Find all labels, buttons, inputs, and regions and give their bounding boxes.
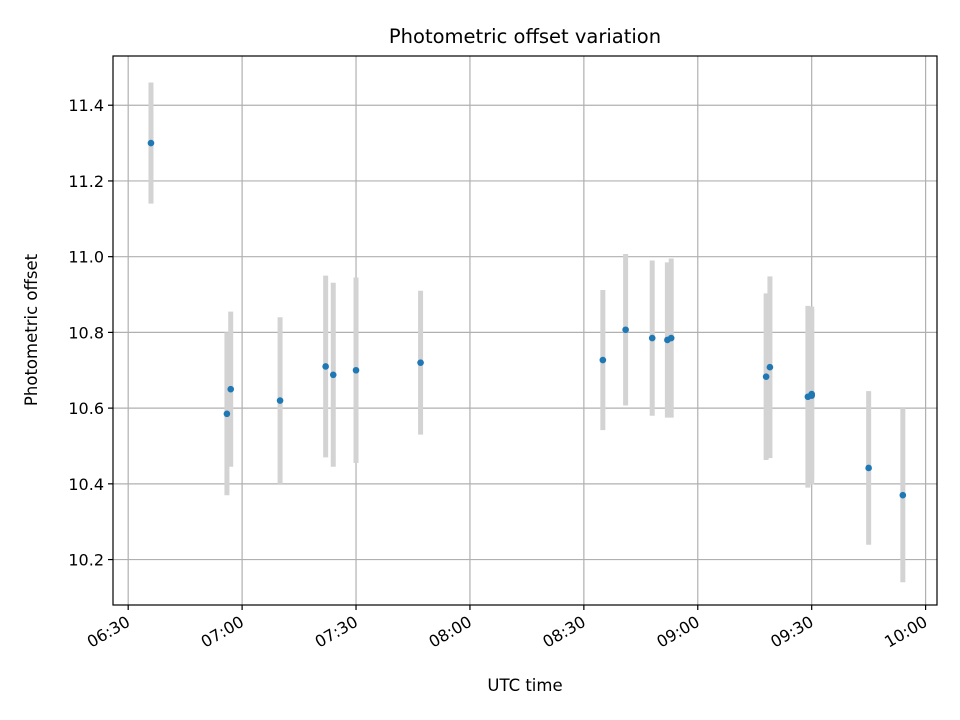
data-point — [808, 390, 815, 398]
data-point — [622, 326, 629, 334]
data-point — [599, 356, 607, 364]
data-point — [766, 363, 774, 371]
data-point — [417, 359, 424, 366]
data-point — [329, 371, 337, 379]
y-tick-label: 11.2 — [68, 172, 104, 191]
x-axis-label: UTC time — [487, 676, 562, 695]
y-axis-ticks: 10.2 10.4 10.6 10.8 11.0 11.2 11.4 — [68, 96, 113, 570]
y-axis-label: Photometric offset — [22, 253, 41, 406]
data-point — [762, 373, 770, 380]
data-points — [147, 139, 907, 499]
y-tick-label: 10.8 — [68, 323, 104, 342]
chart-title: Photometric offset variation — [389, 25, 661, 48]
data-point — [648, 334, 656, 342]
data-point — [223, 410, 231, 418]
y-tick-label: 10.6 — [68, 399, 104, 418]
y-tick-label: 10.4 — [68, 475, 104, 494]
data-point — [147, 139, 155, 147]
data-point — [276, 397, 284, 404]
data-point — [227, 385, 235, 393]
data-point — [322, 363, 329, 370]
data-point — [352, 366, 360, 374]
y-tick-label: 11.0 — [68, 248, 104, 267]
y-tick-label: 10.2 — [68, 551, 104, 570]
grid-lines — [113, 56, 937, 605]
data-point — [667, 334, 675, 342]
y-tick-label: 11.4 — [68, 96, 104, 115]
data-point — [899, 491, 907, 499]
data-point — [865, 464, 872, 472]
plot-frame — [112, 55, 938, 606]
